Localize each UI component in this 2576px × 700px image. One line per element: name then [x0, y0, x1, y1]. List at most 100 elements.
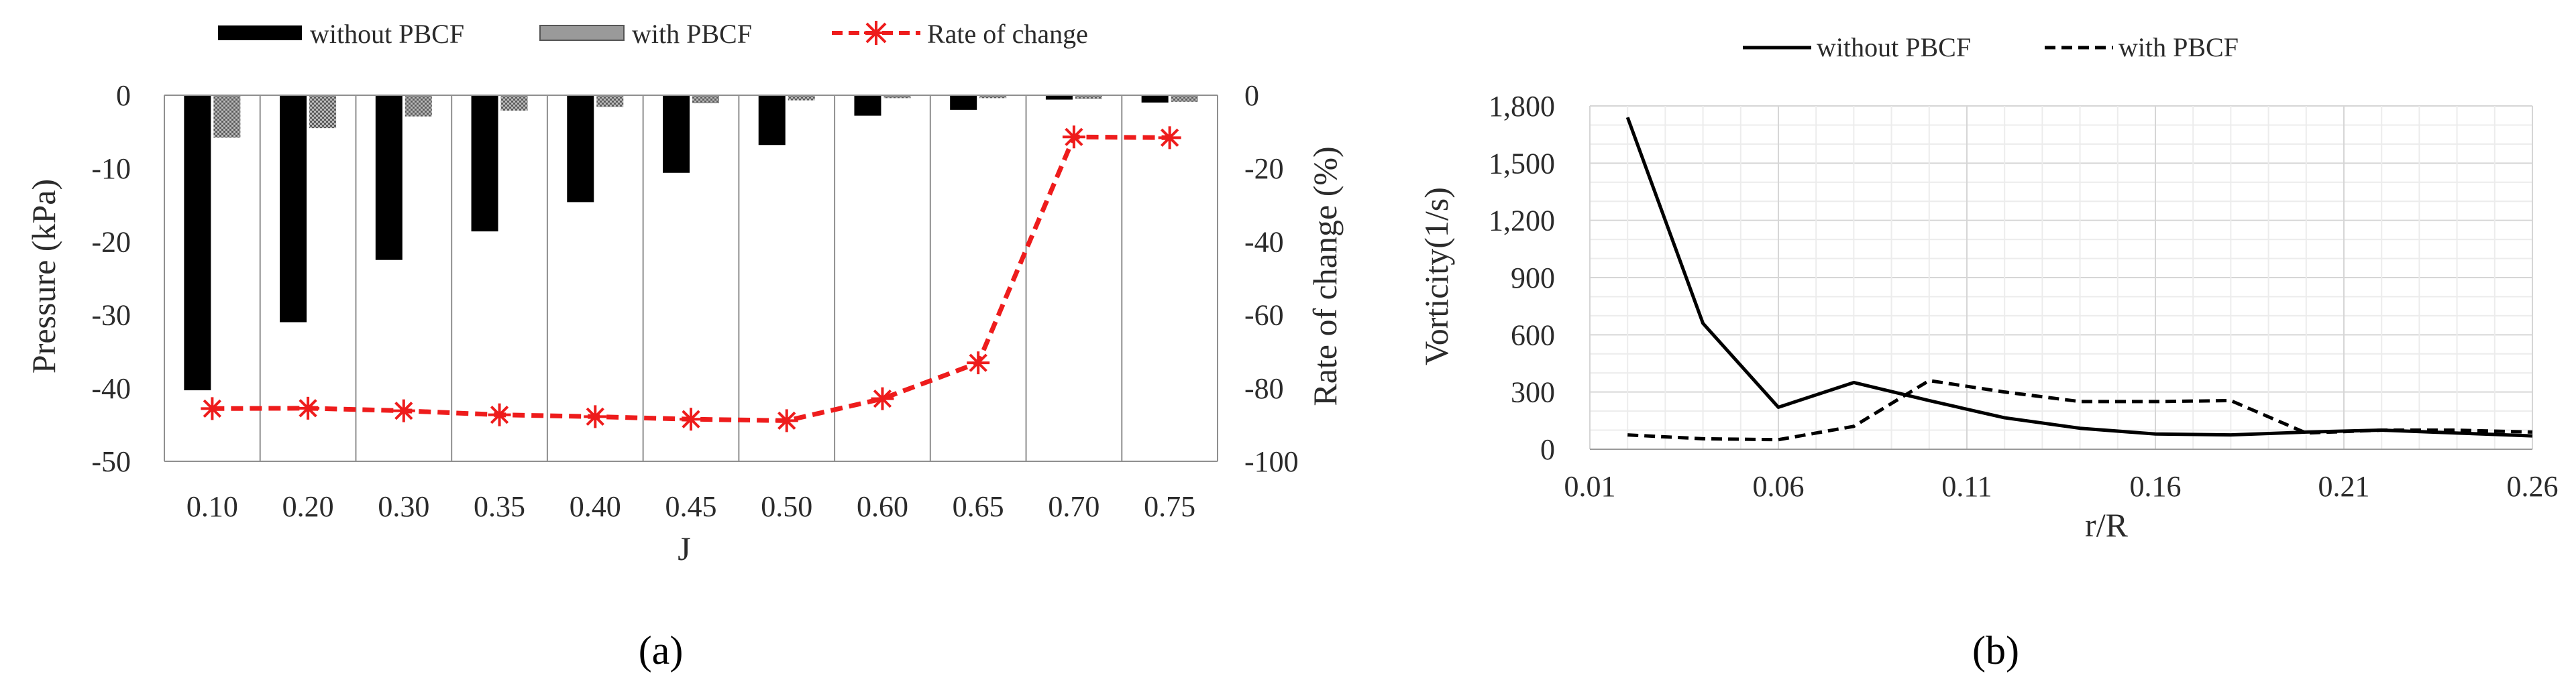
panel-b-gridlines: [1589, 105, 2533, 449]
legend-label-without-pbcf-b: without PBCF: [1817, 32, 1971, 62]
legend-swatch-without-pbcf: [218, 25, 302, 40]
panel-a-x-tick-label: 0.65: [953, 490, 1004, 523]
bar-without-pbcf: [184, 95, 211, 391]
bar-without-pbcf: [663, 95, 690, 173]
bar-without-pbcf: [567, 95, 594, 202]
panel-a-y2-tick-label: -20: [1244, 152, 1284, 185]
bar-with-pbcf: [883, 95, 911, 99]
panel-a-x-tick-labels: 0.10 0.20 0.30 0.35 0.40 0.45 0.50 0.60 0.65 0.70…: [186, 490, 1195, 523]
panel-a-y2-tick-label: 0: [1244, 79, 1259, 112]
legend-marker-rate-of-change: [864, 21, 888, 45]
panel-a-x-tick-label: 0.35: [474, 490, 525, 523]
panel-a-y2-axis-title: Rate of change (%): [1306, 146, 1344, 406]
panel-a-x-tick-label: 0.20: [282, 490, 334, 523]
panel-a-label: (a): [639, 628, 684, 673]
panel-a-y-tick-label: 0: [116, 79, 131, 112]
panel-a-y-axis-title: Pressure (kPa): [25, 179, 62, 373]
panel-b-y-tick-label: 1,500: [1489, 147, 1555, 180]
panel-a-y-tick-label: -50: [91, 445, 131, 478]
panel-b-y-tick-label: 0: [1540, 433, 1555, 466]
bar-without-pbcf: [758, 95, 786, 145]
panel-a-bars: [184, 95, 1198, 391]
rate-of-change-marker: [297, 396, 320, 420]
panel-a-x-tick-label: 0.70: [1048, 490, 1099, 523]
panel-a-y-tick-label: -30: [91, 299, 131, 332]
bar-with-pbcf: [1075, 95, 1102, 99]
panel-b-y-tick-label: 300: [1511, 376, 1555, 409]
rate-of-change-marker: [201, 397, 224, 420]
panel-b-x-tick-label: 0.11: [1941, 470, 1992, 503]
rate-of-change-marker: [967, 351, 990, 375]
panel-a-x-tick-label: 0.10: [186, 490, 238, 523]
rate-of-change-marker: [775, 409, 798, 432]
bar-with-pbcf: [500, 95, 528, 111]
panel-b-y-tick-label: 900: [1511, 261, 1555, 294]
panel-a-y-tick-label: -40: [91, 372, 131, 405]
legend-swatch-with-pbcf: [539, 25, 625, 41]
bar-without-pbcf: [280, 95, 307, 323]
bar-with-pbcf: [979, 95, 1007, 99]
panel-b-series-lines: [1625, 117, 2533, 442]
panel-a-rate-line: [201, 125, 1181, 432]
panel-a-legend: without PBCF with PBCF Rate of change: [218, 19, 1088, 49]
panel-a-y2-tick-label: -100: [1244, 445, 1299, 478]
bar-with-pbcf: [309, 95, 337, 129]
panel-a-x-tick-label: 0.50: [761, 490, 812, 523]
rate-of-change-marker: [1062, 125, 1085, 149]
panel-b-x-tick-label: 0.01: [1564, 470, 1616, 503]
panel-b-label: (b): [1972, 628, 2019, 673]
panel-b-x-axis-title: r/R: [2085, 506, 2129, 544]
panel-a-right-tick-labels: 0 -20 -40 -60 -80 -100: [1244, 79, 1299, 478]
rate-of-change-marker: [392, 399, 415, 422]
rate-of-change-marker: [871, 387, 894, 410]
panel-b-x-tick-label: 0.21: [2318, 470, 2370, 503]
bar-with-pbcf: [788, 95, 815, 101]
bar-with-pbcf: [1171, 95, 1198, 102]
panel-b-y-tick-label: 1,200: [1489, 205, 1555, 237]
panel-b-x-tick-labels: 0.01 0.06 0.11 0.16 0.21 0.26: [1564, 470, 2559, 503]
panel-a-x-axis-title: J: [678, 530, 690, 567]
panel-b-y-tick-label: 600: [1511, 318, 1555, 351]
panel-b-x-tick-label: 0.26: [2507, 470, 2559, 503]
bar-with-pbcf: [692, 95, 719, 104]
vorticity-line-with-pbcf: [1627, 379, 2533, 442]
panel-b-y-axis-title: Vorticity(1/s): [1417, 187, 1455, 365]
rate-of-change-marker: [1158, 126, 1181, 150]
bar-without-pbcf: [471, 95, 498, 232]
panel-a-y2-tick-label: -80: [1244, 372, 1284, 405]
panel-a-y2-tick-label: -60: [1244, 299, 1284, 332]
panel-b-legend: without PBCF with PBCF: [1743, 32, 2239, 62]
panel-a-x-tick-label: 0.45: [665, 490, 717, 523]
panel-a-x-tick-label: 0.60: [857, 490, 908, 523]
legend-label-with-pbcf: with PBCF: [632, 19, 752, 49]
rate-of-change-marker: [680, 408, 702, 431]
panel-b-chart: without PBCF with PBCF 0 300 600 900 1,200 1,…: [1417, 32, 2559, 673]
bar-without-pbcf: [375, 95, 402, 260]
bar-without-pbcf: [854, 95, 881, 116]
legend-label-rate-of-change: Rate of change: [927, 19, 1088, 49]
panel-a-left-tick-labels: 0 -10 -20 -30 -40 -50: [91, 79, 131, 478]
panel-b-y-tick-label: 1,800: [1489, 90, 1555, 123]
panel-a-y-tick-label: -10: [91, 152, 131, 185]
panel-b-x-tick-label: 0.06: [1753, 470, 1805, 503]
bar-without-pbcf: [1141, 95, 1169, 103]
panel-a-axes: [164, 95, 1218, 462]
panel-a-x-tick-label: 0.40: [570, 490, 621, 523]
bar-with-pbcf: [213, 95, 241, 138]
legend-label-with-pbcf-b: with PBCF: [2118, 32, 2239, 62]
bar-without-pbcf: [1045, 95, 1073, 100]
panel-b-x-tick-label: 0.16: [2130, 470, 2182, 503]
rate-of-change-marker: [584, 405, 607, 428]
panel-b-y-tick-labels: 0 300 600 900 1,200 1,500 1,800: [1489, 90, 1555, 466]
panel-a-x-tick-label: 0.30: [378, 490, 429, 523]
panel-a-chart: without PBCF with PBCF Rate of change 0 -…: [25, 19, 1344, 673]
bar-with-pbcf: [596, 95, 624, 107]
legend-label-without-pbcf: without PBCF: [310, 19, 464, 49]
panel-a-gridlines: [164, 95, 1218, 461]
panel-a-y-tick-label: -20: [91, 225, 131, 258]
panel-a-y2-tick-label: -40: [1244, 225, 1284, 258]
panel-a-x-tick-label: 0.75: [1144, 490, 1195, 523]
rate-of-change-marker: [488, 403, 511, 426]
bar-with-pbcf: [405, 95, 432, 117]
